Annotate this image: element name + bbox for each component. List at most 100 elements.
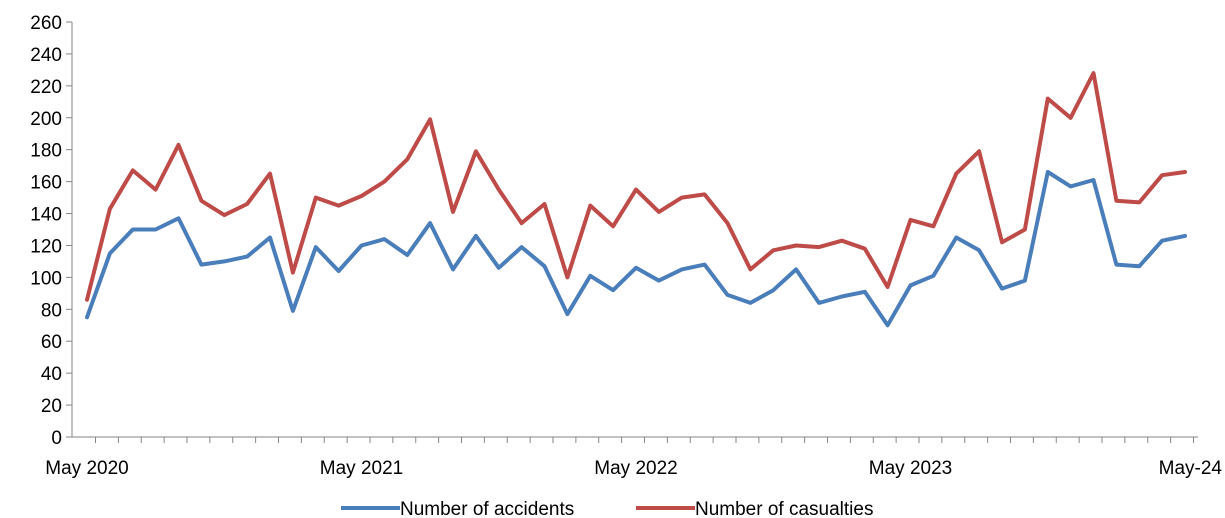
data-point-casualties [1137,200,1141,204]
data-point-casualties [909,218,912,222]
data-point-accidents [1023,279,1027,283]
x-axis: May 2020 May 2021 May 2022 May 2023 May-24 [45,436,1223,479]
data-point-accidents [1114,263,1118,267]
data-point-casualties [611,224,615,228]
data-point-accidents [863,290,867,294]
y-tick-label: 240 [30,45,62,66]
y-tick-label: 140 [30,205,62,226]
data-point-casualties [1023,228,1027,231]
data-point-casualties [588,204,592,208]
data-point-casualties [1000,240,1004,244]
data-point-casualties [977,149,981,153]
data-point-accidents [154,228,158,231]
data-point-accidents [817,301,821,305]
x-tick-label: May 2023 [869,458,952,479]
data-point-casualties [428,117,432,121]
data-point-accidents [1000,287,1004,291]
data-point-casualties [222,213,226,217]
data-point-accidents [703,263,707,267]
data-point-accidents [1183,234,1187,238]
data-point-accidents [474,234,478,238]
data-point-accidents [337,269,341,273]
data-point-casualties [794,244,798,247]
data-point-casualties [520,221,524,225]
legend-entry-casualties: Number of casualties [636,499,873,518]
data-point-accidents [108,251,112,255]
data-point-casualties [840,239,844,243]
data-point-accidents [886,323,890,327]
x-tick-label: May 2021 [320,458,403,479]
data-point-casualties [177,143,180,147]
data-point-accidents [840,295,844,298]
series-line-casualties [85,71,1187,302]
y-tick-label: 20 [41,396,62,417]
x-tick-label: May-24 [1159,458,1223,479]
data-point-casualties [337,204,341,208]
data-point-accidents [245,255,249,259]
y-axis: 0 20 40 60 80 100 120 140 160 180 200 220 240 260 [30,13,73,449]
data-point-casualties [268,172,272,176]
data-point-accidents [657,279,661,283]
data-point-casualties [131,168,135,172]
data-point-casualties [1114,199,1118,203]
legend: Number of accidents Number of casualties [341,499,873,518]
data-point-accidents [1137,264,1141,268]
y-tick-label: 80 [41,300,62,321]
data-point-casualties [886,285,890,289]
data-point-casualties [543,202,546,206]
data-point-accidents [794,267,798,271]
data-point-accidents [177,216,180,220]
data-point-accidents [726,293,729,297]
data-point-accidents [1046,170,1050,174]
y-tick-label: 220 [30,77,62,98]
series-layer [85,71,1187,328]
data-point-accidents [451,267,455,271]
data-point-casualties [405,157,409,161]
data-point-casualties [634,188,638,192]
data-point-casualties [314,196,318,200]
data-point-casualties [817,245,821,249]
data-point-casualties [360,194,363,198]
data-point-accidents [954,236,958,239]
data-point-casualties [1069,116,1073,120]
data-point-accidents [565,312,569,316]
data-point-accidents [977,248,981,252]
data-point-accidents [222,259,226,263]
data-point-accidents [909,283,912,287]
x-tick-label: May 2020 [45,458,128,479]
data-point-accidents [931,274,935,278]
data-point-accidents [199,263,203,267]
data-point-accidents [1160,239,1164,243]
data-point-accidents [680,267,684,271]
data-point-accidents [611,288,615,292]
data-point-casualties [108,207,112,211]
y-tick-label: 0 [51,428,62,449]
y-tick-label: 100 [30,268,62,289]
data-point-casualties [954,172,958,176]
y-tick-label: 180 [30,141,62,162]
data-point-casualties [154,188,158,192]
data-point-casualties [657,210,661,214]
data-point-accidents [131,228,135,231]
y-tick-label: 160 [30,173,62,194]
data-point-casualties [291,271,295,275]
data-point-accidents [268,236,272,239]
data-point-accidents [85,315,89,319]
data-point-casualties [85,298,89,302]
data-point-accidents [588,274,592,278]
data-point-casualties [1183,170,1187,174]
data-point-casualties [931,224,935,228]
data-point-casualties [703,192,707,196]
data-point-accidents [543,264,546,268]
data-point-casualties [497,188,501,192]
data-point-casualties [1092,71,1095,75]
y-tick-label: 120 [30,236,62,257]
data-point-casualties [863,247,867,251]
data-point-casualties [748,267,752,271]
data-point-casualties [245,202,249,206]
data-point-accidents [520,245,524,249]
data-point-accidents [1092,178,1095,182]
data-point-casualties [680,196,684,200]
data-point-accidents [428,221,432,225]
